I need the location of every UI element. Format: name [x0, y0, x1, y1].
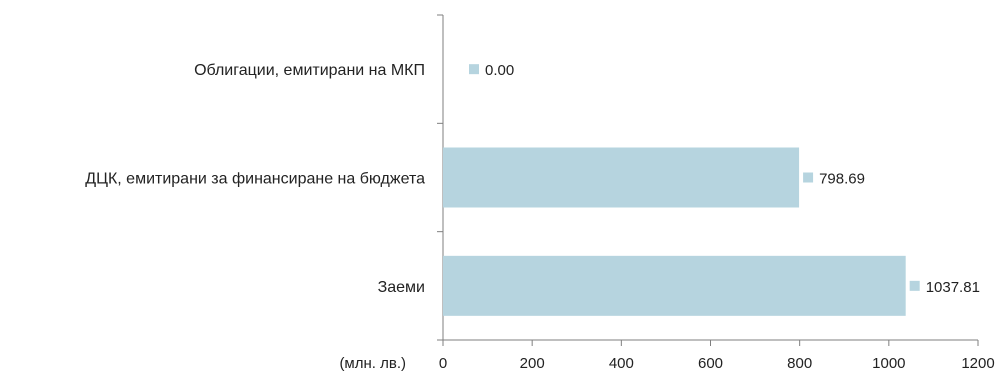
x-tick-label: 200: [520, 355, 545, 372]
category-label: Заеми: [378, 279, 425, 296]
labels: 0 200 400 600 800 1000 1200 Облигации, емитиран…: [85, 62, 994, 372]
category-label: Облигации, емитирани на МКП: [194, 62, 425, 79]
x-tick-label: 400: [609, 355, 634, 372]
data-label: 798.69: [819, 171, 865, 188]
category-label: ДЦК, емитирани за финансиране на бюджета: [85, 171, 425, 188]
data-label-marker: [803, 172, 814, 183]
x-tick-label: 0: [439, 355, 447, 372]
bar: [443, 147, 800, 208]
bar: [443, 255, 906, 316]
data-label: 0.00: [485, 62, 514, 79]
data-label-marker: [909, 280, 920, 291]
x-tick-label: 800: [787, 355, 812, 372]
bars: [443, 147, 906, 316]
x-tick-label: 1000: [872, 355, 905, 372]
x-tick-label: 600: [698, 355, 723, 372]
x-tick-label: 1200: [961, 355, 994, 372]
data-label-marker: [469, 64, 479, 75]
data-label: 1037.81: [926, 279, 980, 296]
x-axis-unit-label: (млн. лв.): [339, 355, 406, 372]
